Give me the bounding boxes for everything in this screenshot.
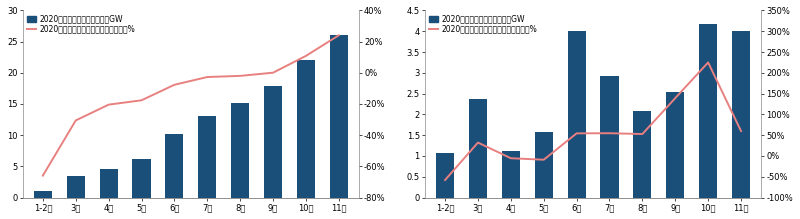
Bar (436, 153, 454, 198)
Bar (198, 116, 216, 198)
Bar (34, 191, 52, 198)
Bar (330, 35, 348, 198)
Bar (666, 92, 684, 198)
Bar (601, 76, 618, 198)
Bar (166, 134, 183, 198)
Legend: 2020年光伏新增累计装机量，GW, 2020年光伏新增累计装机量同比增速，%: 2020年光伏新增累计装机量，GW, 2020年光伏新增累计装机量同比增速，% (26, 13, 137, 35)
Bar (699, 24, 717, 198)
Bar (99, 169, 118, 198)
Bar (634, 111, 651, 198)
Bar (133, 159, 150, 198)
Bar (567, 31, 586, 198)
Bar (264, 86, 282, 198)
Bar (66, 176, 85, 198)
Bar (297, 60, 315, 198)
Bar (231, 103, 249, 198)
Bar (534, 132, 553, 198)
Bar (732, 31, 750, 198)
Bar (469, 99, 487, 198)
Legend: 2020年光伏每月新增装机量，GW, 2020年光伏每月新增装机量同比增速，%: 2020年光伏每月新增装机量，GW, 2020年光伏每月新增装机量同比增速，% (428, 13, 538, 35)
Bar (502, 150, 520, 198)
